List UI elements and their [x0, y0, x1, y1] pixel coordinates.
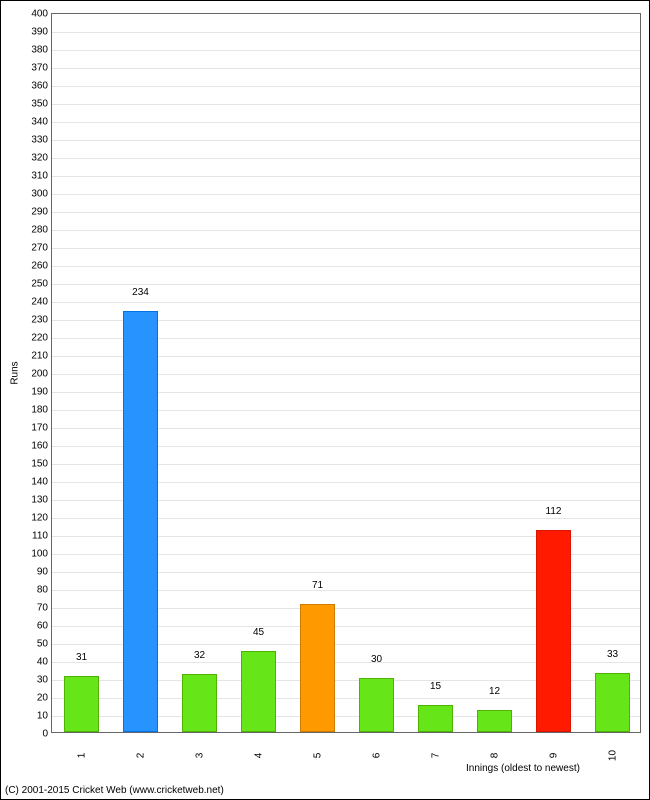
y-tick-label: 370	[31, 63, 48, 74]
gridline	[52, 176, 640, 177]
y-tick-label: 260	[31, 261, 48, 272]
y-tick-label: 360	[31, 81, 48, 92]
bar	[359, 678, 394, 732]
chart-container: 0102030405060708090100110120130140150160…	[0, 0, 650, 800]
y-tick-label: 310	[31, 171, 48, 182]
bar-value-label: 32	[194, 650, 205, 661]
gridline	[52, 68, 640, 69]
bar	[123, 311, 158, 732]
bar-value-label: 112	[546, 506, 562, 517]
x-tick-label: 10	[607, 750, 618, 761]
gridline	[52, 194, 640, 195]
y-tick-label: 160	[31, 441, 48, 452]
y-tick-label: 130	[31, 495, 48, 506]
gridline	[52, 122, 640, 123]
y-tick-label: 180	[31, 405, 48, 416]
bar	[182, 674, 217, 732]
y-tick-label: 400	[31, 9, 48, 20]
bar-value-label: 12	[489, 686, 500, 697]
bar	[418, 705, 453, 732]
gridline	[52, 230, 640, 231]
y-tick-label: 90	[37, 567, 48, 578]
bar	[477, 710, 512, 732]
gridline	[52, 266, 640, 267]
gridline	[52, 248, 640, 249]
gridline	[52, 140, 640, 141]
gridline	[52, 302, 640, 303]
y-tick-label: 380	[31, 45, 48, 56]
y-tick-label: 50	[37, 639, 48, 650]
y-tick-label: 240	[31, 297, 48, 308]
y-tick-label: 280	[31, 225, 48, 236]
y-axis-label: Runs	[10, 361, 21, 384]
x-tick-label: 8	[489, 753, 500, 759]
x-tick-label: 4	[253, 753, 264, 759]
gridline	[52, 158, 640, 159]
y-tick-label: 30	[37, 675, 48, 686]
gridline	[52, 284, 640, 285]
y-tick-label: 10	[37, 711, 48, 722]
y-tick-label: 320	[31, 153, 48, 164]
bar	[300, 604, 335, 732]
y-tick-label: 140	[31, 477, 48, 488]
y-tick-label: 200	[31, 369, 48, 380]
bar-value-label: 31	[76, 652, 87, 663]
y-tick-label: 210	[31, 351, 48, 362]
y-tick-label: 220	[31, 333, 48, 344]
bar-value-label: 234	[132, 287, 149, 298]
gridline	[52, 212, 640, 213]
y-tick-label: 230	[31, 315, 48, 326]
bar-value-label: 45	[253, 627, 264, 638]
y-tick-label: 0	[42, 729, 48, 740]
footer-copyright: (C) 2001-2015 Cricket Web (www.cricketwe…	[5, 785, 224, 796]
y-tick-label: 290	[31, 207, 48, 218]
gridline	[52, 86, 640, 87]
y-tick-label: 70	[37, 603, 48, 614]
y-tick-label: 40	[37, 657, 48, 668]
plot-area: 0102030405060708090100110120130140150160…	[51, 13, 641, 733]
x-tick-label: 7	[430, 753, 441, 759]
bar	[595, 673, 630, 732]
y-tick-label: 250	[31, 279, 48, 290]
y-tick-label: 270	[31, 243, 48, 254]
y-tick-label: 80	[37, 585, 48, 596]
bar	[64, 676, 99, 732]
y-tick-label: 350	[31, 99, 48, 110]
x-tick-label: 1	[76, 753, 87, 759]
y-tick-label: 330	[31, 135, 48, 146]
y-tick-label: 150	[31, 459, 48, 470]
y-tick-label: 340	[31, 117, 48, 128]
y-tick-label: 390	[31, 27, 48, 38]
y-tick-label: 20	[37, 693, 48, 704]
bar-value-label: 33	[607, 649, 618, 660]
gridline	[52, 104, 640, 105]
y-tick-label: 100	[31, 549, 48, 560]
x-tick-label: 6	[371, 753, 382, 759]
x-axis-label: Innings (oldest to newest)	[466, 763, 580, 774]
y-tick-label: 120	[31, 513, 48, 524]
y-tick-label: 110	[32, 531, 48, 542]
bar	[536, 530, 571, 732]
y-tick-label: 190	[31, 387, 48, 398]
y-tick-label: 300	[31, 189, 48, 200]
gridline	[52, 32, 640, 33]
bar-value-label: 71	[312, 580, 323, 591]
gridline	[52, 50, 640, 51]
bar-value-label: 30	[371, 654, 382, 665]
x-tick-label: 5	[312, 753, 323, 759]
x-tick-label: 2	[135, 753, 146, 759]
x-tick-label: 9	[548, 753, 559, 759]
x-tick-label: 3	[194, 753, 205, 759]
bar-value-label: 15	[430, 681, 441, 692]
y-tick-label: 60	[37, 621, 48, 632]
bar	[241, 651, 276, 732]
y-tick-label: 170	[31, 423, 48, 434]
